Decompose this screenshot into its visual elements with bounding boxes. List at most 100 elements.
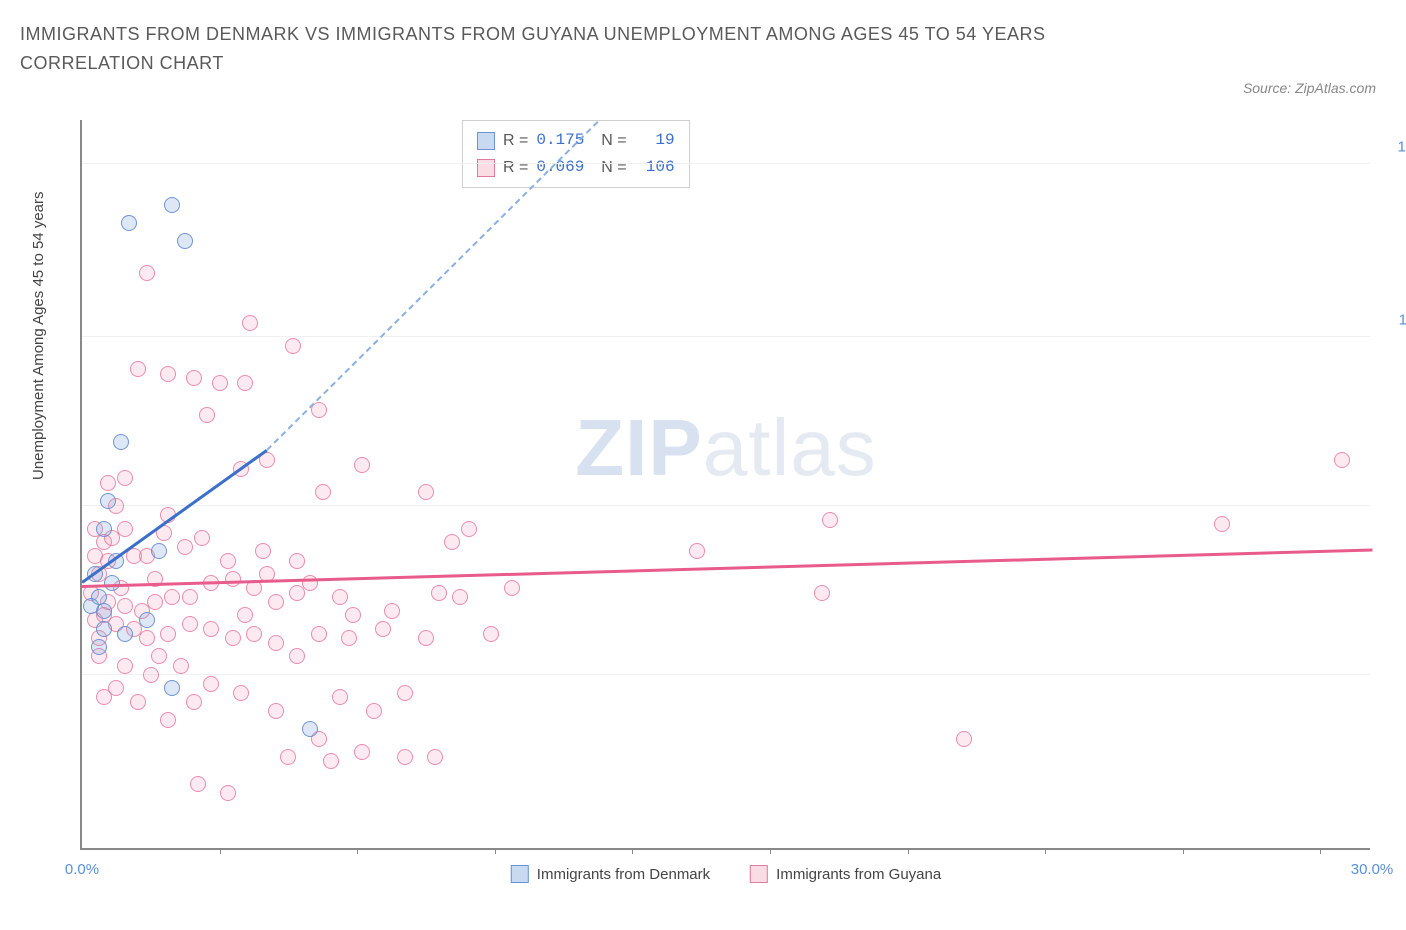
- data-point: [203, 621, 219, 637]
- correlation-chart: IMMIGRANTS FROM DENMARK VS IMMIGRANTS FR…: [20, 20, 1386, 910]
- data-point: [268, 703, 284, 719]
- data-point: [289, 648, 305, 664]
- data-point: [117, 658, 133, 674]
- data-point: [139, 630, 155, 646]
- data-point: [237, 375, 253, 391]
- data-point: [190, 776, 206, 792]
- data-point: [689, 543, 705, 559]
- swatch-icon: [477, 132, 495, 150]
- stat-r-label: R =: [503, 127, 528, 154]
- data-point: [233, 685, 249, 701]
- data-point: [302, 721, 318, 737]
- x-tick-label: 30.0%: [1351, 861, 1394, 878]
- bottom-legend: Immigrants from Denmark Immigrants from …: [511, 865, 941, 883]
- data-point: [121, 215, 137, 231]
- legend-label: Immigrants from Denmark: [537, 866, 710, 883]
- x-tick-mark: [495, 848, 496, 854]
- chart-title: IMMIGRANTS FROM DENMARK VS IMMIGRANTS FR…: [20, 20, 1120, 78]
- y-axis-label: Unemployment Among Ages 45 to 54 years: [30, 191, 47, 480]
- x-tick-mark: [632, 848, 633, 854]
- data-point: [173, 658, 189, 674]
- data-point: [117, 470, 133, 486]
- data-point: [332, 589, 348, 605]
- data-point: [1214, 516, 1230, 532]
- gridline: [82, 163, 1370, 164]
- data-point: [143, 667, 159, 683]
- swatch-icon: [511, 865, 529, 883]
- data-point: [822, 512, 838, 528]
- data-point: [375, 621, 391, 637]
- data-point: [100, 475, 116, 491]
- data-point: [315, 484, 331, 500]
- data-point: [83, 598, 99, 614]
- stats-legend-box: R = 0.175 N = 19 R = 0.069 N = 106: [462, 120, 690, 188]
- data-point: [164, 197, 180, 213]
- data-point: [504, 580, 520, 596]
- data-point: [91, 639, 107, 655]
- x-tick-mark: [908, 848, 909, 854]
- data-point: [220, 553, 236, 569]
- data-point: [151, 543, 167, 559]
- trend-line: [266, 121, 599, 451]
- data-point: [268, 635, 284, 651]
- x-tick-label: 0.0%: [65, 861, 99, 878]
- y-tick-label: 15.0%: [1380, 138, 1406, 155]
- data-point: [397, 685, 413, 701]
- legend-item-denmark: Immigrants from Denmark: [511, 865, 710, 883]
- stat-row-guyana: R = 0.069 N = 106: [477, 154, 675, 181]
- data-point: [427, 749, 443, 765]
- data-point: [280, 749, 296, 765]
- data-point: [212, 375, 228, 391]
- data-point: [147, 594, 163, 610]
- data-point: [186, 694, 202, 710]
- data-point: [108, 680, 124, 696]
- data-point: [177, 233, 193, 249]
- stat-n-value: 19: [635, 127, 675, 154]
- data-point: [431, 585, 447, 601]
- data-point: [87, 548, 103, 564]
- data-point: [194, 530, 210, 546]
- data-point: [182, 589, 198, 605]
- data-point: [461, 521, 477, 537]
- data-point: [160, 626, 176, 642]
- y-tick-label: 3.8%: [1380, 649, 1406, 666]
- data-point: [255, 543, 271, 559]
- data-point: [130, 361, 146, 377]
- data-point: [418, 484, 434, 500]
- data-point: [160, 712, 176, 728]
- data-point: [289, 553, 305, 569]
- data-point: [323, 753, 339, 769]
- data-point: [186, 370, 202, 386]
- trend-line: [81, 449, 267, 583]
- gridline: [82, 505, 1370, 506]
- data-point: [199, 407, 215, 423]
- x-tick-mark: [1320, 848, 1321, 854]
- data-point: [452, 589, 468, 605]
- stat-n-value: 106: [635, 154, 675, 181]
- data-point: [96, 621, 112, 637]
- data-point: [225, 571, 241, 587]
- data-point: [384, 603, 400, 619]
- data-point: [113, 434, 129, 450]
- data-point: [164, 589, 180, 605]
- legend-label: Immigrants from Guyana: [776, 866, 941, 883]
- stat-n-label: N =: [592, 154, 626, 181]
- data-point: [285, 338, 301, 354]
- data-point: [220, 785, 236, 801]
- data-point: [164, 680, 180, 696]
- data-point: [345, 607, 361, 623]
- data-point: [366, 703, 382, 719]
- data-point: [341, 630, 357, 646]
- x-tick-mark: [357, 848, 358, 854]
- x-tick-mark: [1045, 848, 1046, 854]
- y-tick-label: 11.2%: [1380, 312, 1406, 329]
- data-point: [130, 694, 146, 710]
- data-point: [177, 539, 193, 555]
- data-point: [203, 676, 219, 692]
- data-point: [242, 315, 258, 331]
- data-point: [814, 585, 830, 601]
- data-point: [444, 534, 460, 550]
- x-tick-mark: [1183, 848, 1184, 854]
- trend-line: [82, 549, 1372, 588]
- data-point: [117, 598, 133, 614]
